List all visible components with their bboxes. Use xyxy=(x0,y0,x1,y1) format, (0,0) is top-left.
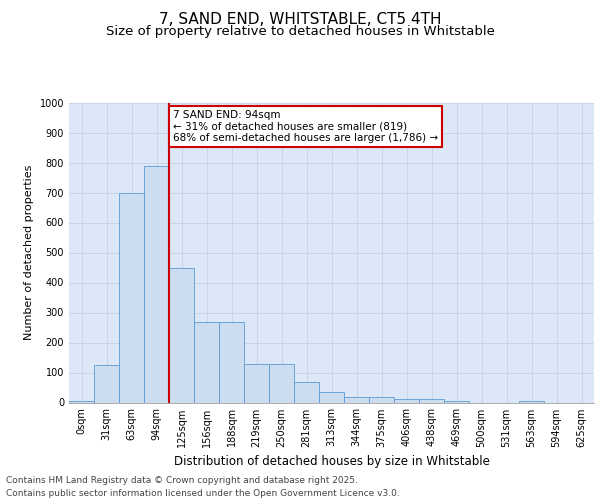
Bar xyxy=(344,396,369,402)
Bar xyxy=(294,382,319,402)
Bar xyxy=(319,392,344,402)
Text: 7 SAND END: 94sqm
← 31% of detached houses are smaller (819)
68% of semi-detache: 7 SAND END: 94sqm ← 31% of detached hous… xyxy=(173,110,438,143)
Bar xyxy=(269,364,294,403)
X-axis label: Distribution of detached houses by size in Whitstable: Distribution of detached houses by size … xyxy=(173,455,490,468)
Bar xyxy=(169,268,194,402)
Bar xyxy=(444,401,469,402)
Bar xyxy=(144,166,169,402)
Text: Size of property relative to detached houses in Whitstable: Size of property relative to detached ho… xyxy=(106,25,494,38)
Bar xyxy=(119,192,144,402)
Text: 7, SAND END, WHITSTABLE, CT5 4TH: 7, SAND END, WHITSTABLE, CT5 4TH xyxy=(159,12,441,28)
Bar xyxy=(419,399,444,402)
Bar xyxy=(369,396,394,402)
Bar xyxy=(244,364,269,403)
Bar xyxy=(519,401,544,402)
Text: Contains public sector information licensed under the Open Government Licence v3: Contains public sector information licen… xyxy=(6,489,400,498)
Bar xyxy=(194,322,219,402)
Text: Contains HM Land Registry data © Crown copyright and database right 2025.: Contains HM Land Registry data © Crown c… xyxy=(6,476,358,485)
Bar xyxy=(69,401,94,402)
Bar xyxy=(394,399,419,402)
Bar xyxy=(94,365,119,403)
Bar xyxy=(219,322,244,402)
Y-axis label: Number of detached properties: Number of detached properties xyxy=(24,165,34,340)
